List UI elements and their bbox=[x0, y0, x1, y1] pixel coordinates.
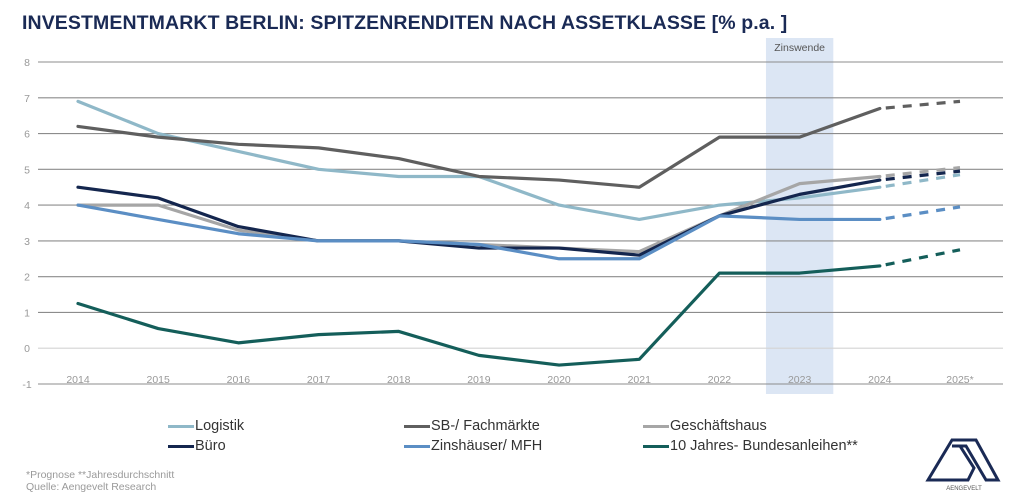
x-tick-label: 2021 bbox=[628, 374, 652, 386]
series-forecast-line bbox=[879, 165, 961, 179]
legend-label: Büro bbox=[195, 438, 226, 454]
legend-label: Geschäftshaus bbox=[670, 418, 767, 434]
x-tick-label: 2018 bbox=[387, 374, 411, 386]
legend-swatch-buero bbox=[168, 444, 194, 448]
highlight-label: Zinswende bbox=[774, 42, 825, 54]
y-tick-label: 7 bbox=[24, 93, 30, 105]
legend-item-zinshaeuser-mfh: Zinshäuser/ MFH bbox=[404, 438, 542, 454]
y-tick-label: -1 bbox=[22, 379, 31, 391]
x-tick-label: 2025* bbox=[946, 374, 973, 386]
series-1 bbox=[76, 99, 961, 189]
logo-mark-icon bbox=[925, 438, 1001, 482]
y-tick-label: 0 bbox=[24, 343, 30, 355]
y-tick-label: 2 bbox=[24, 272, 30, 284]
line-chart: Zinswende -1 0 1 2 3 4 5 6 7 8 2014 2015 2016 2017 20… bbox=[22, 38, 1003, 394]
y-tick-label: 5 bbox=[24, 164, 30, 176]
x-tick-label: 2020 bbox=[547, 374, 571, 386]
x-tick-label: 2016 bbox=[227, 374, 251, 386]
x-tick-label: 2024 bbox=[868, 374, 892, 386]
x-tick-label: 2015 bbox=[147, 374, 171, 386]
aengevelt-logo: AENGEVELT bbox=[925, 438, 1001, 492]
x-tick-label: 2023 bbox=[788, 374, 812, 386]
x-tick-label: 2014 bbox=[66, 374, 90, 386]
series-forecast-line bbox=[879, 99, 961, 111]
x-tick-label: 2022 bbox=[708, 374, 732, 386]
series-forecast-line bbox=[879, 169, 961, 182]
legend-label: SB-/ Fachmärkte bbox=[431, 418, 540, 434]
y-tick-label: 1 bbox=[24, 307, 30, 319]
legend-label: 10 Jahres- Bundesanleihen** bbox=[670, 438, 858, 454]
legend-swatch-logistik bbox=[168, 424, 194, 428]
legend-swatch-geschaeftshaus bbox=[643, 424, 669, 428]
y-tick-label: 6 bbox=[24, 129, 30, 141]
legend-item-buero: Büro bbox=[168, 438, 226, 454]
legend-item-bundesanleihen: 10 Jahres- Bundesanleihen** bbox=[643, 438, 858, 454]
logo-text: AENGEVELT bbox=[946, 486, 982, 492]
x-tick-label: 2017 bbox=[307, 374, 331, 386]
legend-label: Logistik bbox=[195, 418, 245, 434]
y-tick-label: 3 bbox=[24, 236, 30, 248]
highlight-band bbox=[765, 38, 834, 394]
y-tick-label: 4 bbox=[24, 200, 30, 212]
series-forecast-line bbox=[879, 248, 961, 268]
footnote-source: Quelle: Aengevelt Research bbox=[26, 481, 157, 493]
y-tick-label: 8 bbox=[24, 57, 30, 69]
legend-swatch-bundesanleihen bbox=[643, 444, 669, 448]
legend-swatch-sb-fachmaerkte bbox=[404, 424, 430, 428]
series-5 bbox=[76, 248, 961, 367]
legend-item-sb-fachmaerkte: SB-/ Fachmärkte bbox=[404, 418, 540, 434]
series-4 bbox=[76, 203, 961, 261]
chart-title: INVESTMENTMARKT BERLIN: SPITZENRENDITEN … bbox=[22, 12, 788, 34]
series-line bbox=[76, 99, 882, 222]
legend-swatch-zinshaeuser-mfh bbox=[404, 444, 430, 448]
series-line bbox=[76, 264, 882, 367]
legend-item-logistik: Logistik bbox=[168, 418, 244, 434]
x-tick-label: 2019 bbox=[467, 374, 491, 386]
legend-label: Zinshäuser/ MFH bbox=[431, 438, 543, 454]
series-forecast-line bbox=[879, 173, 961, 189]
legend-item-geschaeftshaus: Geschäftshaus bbox=[643, 418, 767, 434]
series-forecast-line bbox=[879, 205, 961, 222]
footnote-legend: *Prognose **Jahresdurchschnitt bbox=[26, 469, 175, 481]
series-line bbox=[76, 106, 882, 189]
